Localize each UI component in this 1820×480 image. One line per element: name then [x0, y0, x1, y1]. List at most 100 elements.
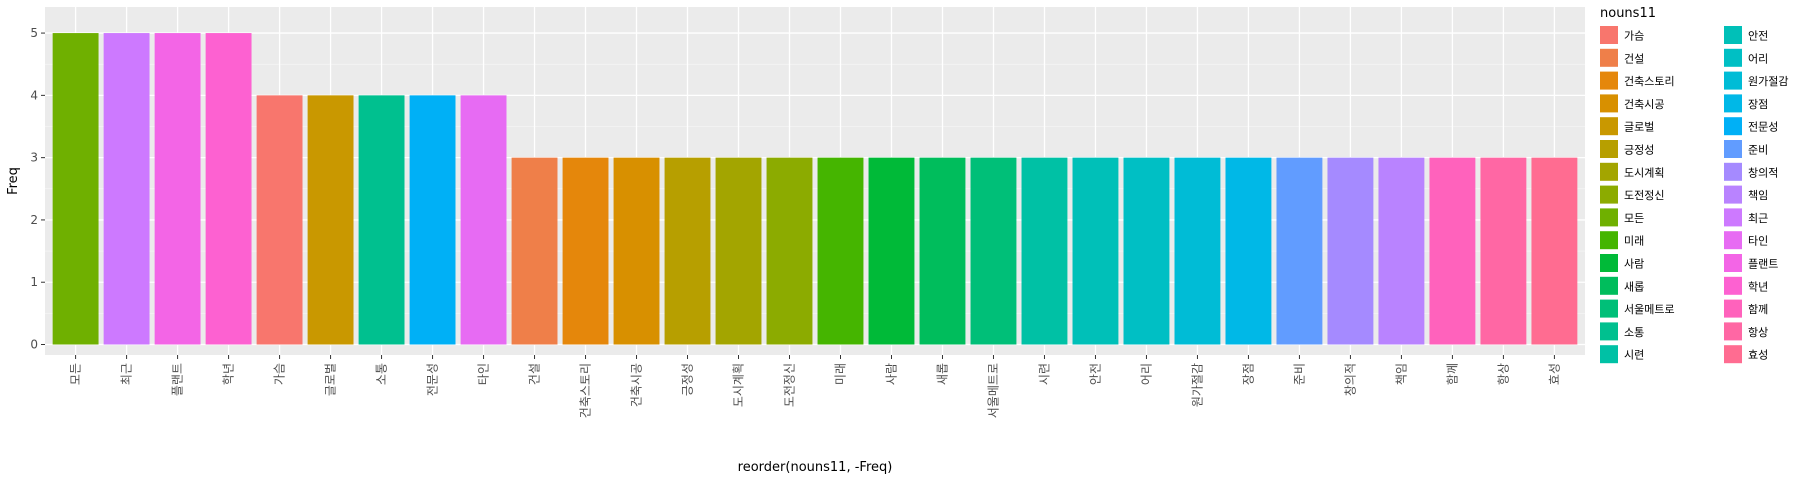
x-tick-label: 소통 — [375, 363, 389, 385]
legend-key-모든 — [1600, 208, 1618, 227]
legend-key-글로벌 — [1600, 117, 1618, 136]
legend-key-서울메트로 — [1600, 299, 1618, 318]
x-tick-label: 도전정신 — [783, 363, 797, 407]
legend-label: 함께 — [1748, 303, 1768, 316]
x-tick-label: 함께 — [1445, 363, 1459, 385]
legend-label: 모든 — [1624, 212, 1644, 225]
bar-사람 — [868, 157, 915, 345]
bar-함께 — [1429, 157, 1476, 345]
x-tick-label: 시련 — [1037, 363, 1051, 385]
bar-효성 — [1531, 157, 1578, 345]
legend-label: 플랜트 — [1748, 258, 1778, 271]
legend-label: 글로벌 — [1624, 121, 1654, 134]
legend-key-도전정신 — [1600, 185, 1618, 204]
bar-원가절감 — [1174, 157, 1221, 345]
x-tick-label: 가슴 — [273, 363, 287, 385]
bar-글로벌 — [307, 95, 354, 345]
bar-긍정성 — [664, 157, 711, 345]
legend-label: 원가절감 — [1748, 75, 1788, 88]
y-axis-title: Freq — [6, 167, 21, 195]
bar-책임 — [1378, 157, 1425, 345]
legend-label: 타인 — [1748, 235, 1768, 248]
bar-플랜트 — [154, 33, 201, 345]
x-tick-label: 도시계획 — [732, 363, 746, 407]
legend-key-건축시공 — [1600, 94, 1618, 113]
x-tick-label: 학년 — [222, 363, 236, 385]
bar-시련 — [1021, 157, 1068, 345]
legend-key-학년 — [1724, 276, 1742, 295]
legend-label: 미래 — [1624, 235, 1644, 248]
legend-key-사람 — [1600, 254, 1618, 272]
x-tick-label: 안전 — [1088, 363, 1102, 385]
x-tick-label: 긍정성 — [681, 363, 695, 396]
legend-label: 새롭 — [1624, 280, 1644, 293]
x-tick-label: 어리 — [1139, 363, 1153, 385]
x-tick-label: 타인 — [477, 363, 491, 385]
legend-key-장점 — [1724, 94, 1742, 113]
bar-미래 — [817, 157, 864, 345]
x-tick-label: 서울메트로 — [986, 363, 1000, 418]
x-tick-label: 모든 — [69, 363, 83, 385]
bar-학년 — [205, 33, 252, 345]
legend-key-긍정성 — [1600, 140, 1618, 158]
x-tick-label: 장점 — [1241, 363, 1255, 385]
legend-key-전문성 — [1724, 117, 1742, 136]
legend-key-가슴 — [1600, 26, 1618, 44]
y-tick-label: 2 — [30, 213, 38, 227]
bar-전문성 — [409, 95, 456, 345]
legend-key-효성 — [1724, 345, 1742, 364]
y-tick-label: 1 — [30, 275, 38, 289]
legend-label: 도전정신 — [1624, 189, 1664, 202]
legend-key-최근 — [1724, 208, 1742, 227]
legend-key-건설 — [1600, 48, 1618, 67]
legend-label: 창의적 — [1748, 166, 1778, 179]
bars — [52, 33, 1578, 345]
bar-건설 — [511, 157, 558, 345]
x-tick-label: 건축시공 — [630, 363, 644, 407]
bar-장점 — [1225, 157, 1272, 345]
x-axis: 모든 최근 플랜트 학년 가슴 글로벌 소통 전문성 타인 건설 건축스토리 건축시공 긍정성 도시계획 도… — [69, 355, 1561, 418]
legend-label: 책임 — [1748, 189, 1768, 202]
bar-도시계획 — [715, 157, 762, 345]
legend-key-안전 — [1724, 26, 1742, 44]
legend-key-건축스토리 — [1600, 71, 1618, 90]
legend-label: 항상 — [1748, 326, 1768, 339]
y-axis: 0 1 2 3 4 5 — [30, 26, 45, 352]
legend-key-준비 — [1724, 140, 1742, 158]
legend-key-미래 — [1600, 231, 1618, 250]
x-tick-label: 새롭 — [935, 363, 949, 385]
bar-타인 — [460, 95, 507, 345]
legend-label: 도시계획 — [1624, 166, 1664, 179]
x-axis-title: reorder(nouns11, -Freq) — [738, 460, 893, 475]
legend-key-책임 — [1724, 185, 1742, 204]
legend-label: 소통 — [1624, 326, 1644, 339]
bar-도전정신 — [766, 157, 813, 345]
y-tick-label: 4 — [30, 88, 38, 102]
legend-title: nouns11 — [1600, 6, 1656, 21]
legend: nouns11 가슴건설건축스토리건축시공글로벌긍정성도시계획도전정신모든미래사… — [1600, 6, 1788, 364]
bar-서울메트로 — [970, 157, 1017, 345]
x-tick-label: 항상 — [1496, 363, 1510, 385]
bar-최근 — [103, 33, 150, 345]
legend-key-시련 — [1600, 345, 1618, 364]
bar-건축스토리 — [562, 157, 609, 345]
x-tick-label: 미래 — [833, 363, 847, 385]
x-tick-label: 사람 — [884, 363, 898, 385]
x-tick-label: 창의적 — [1343, 363, 1357, 396]
legend-label: 긍정성 — [1624, 144, 1654, 157]
legend-label: 준비 — [1748, 144, 1768, 157]
x-tick-label: 원가절감 — [1190, 363, 1204, 407]
legend-key-새롭 — [1600, 276, 1618, 295]
y-tick-label: 0 — [30, 338, 38, 352]
legend-label: 건축스토리 — [1624, 75, 1675, 88]
bar-창의적 — [1327, 157, 1374, 345]
legend-key-항상 — [1724, 322, 1742, 341]
x-tick-label: 최근 — [120, 363, 134, 385]
legend-key-플랜트 — [1724, 254, 1742, 272]
bar-소통 — [358, 95, 405, 345]
legend-label: 전문성 — [1748, 121, 1778, 134]
legend-key-원가절감 — [1724, 71, 1742, 90]
bar-가슴 — [256, 95, 303, 345]
bar-어리 — [1123, 157, 1170, 345]
